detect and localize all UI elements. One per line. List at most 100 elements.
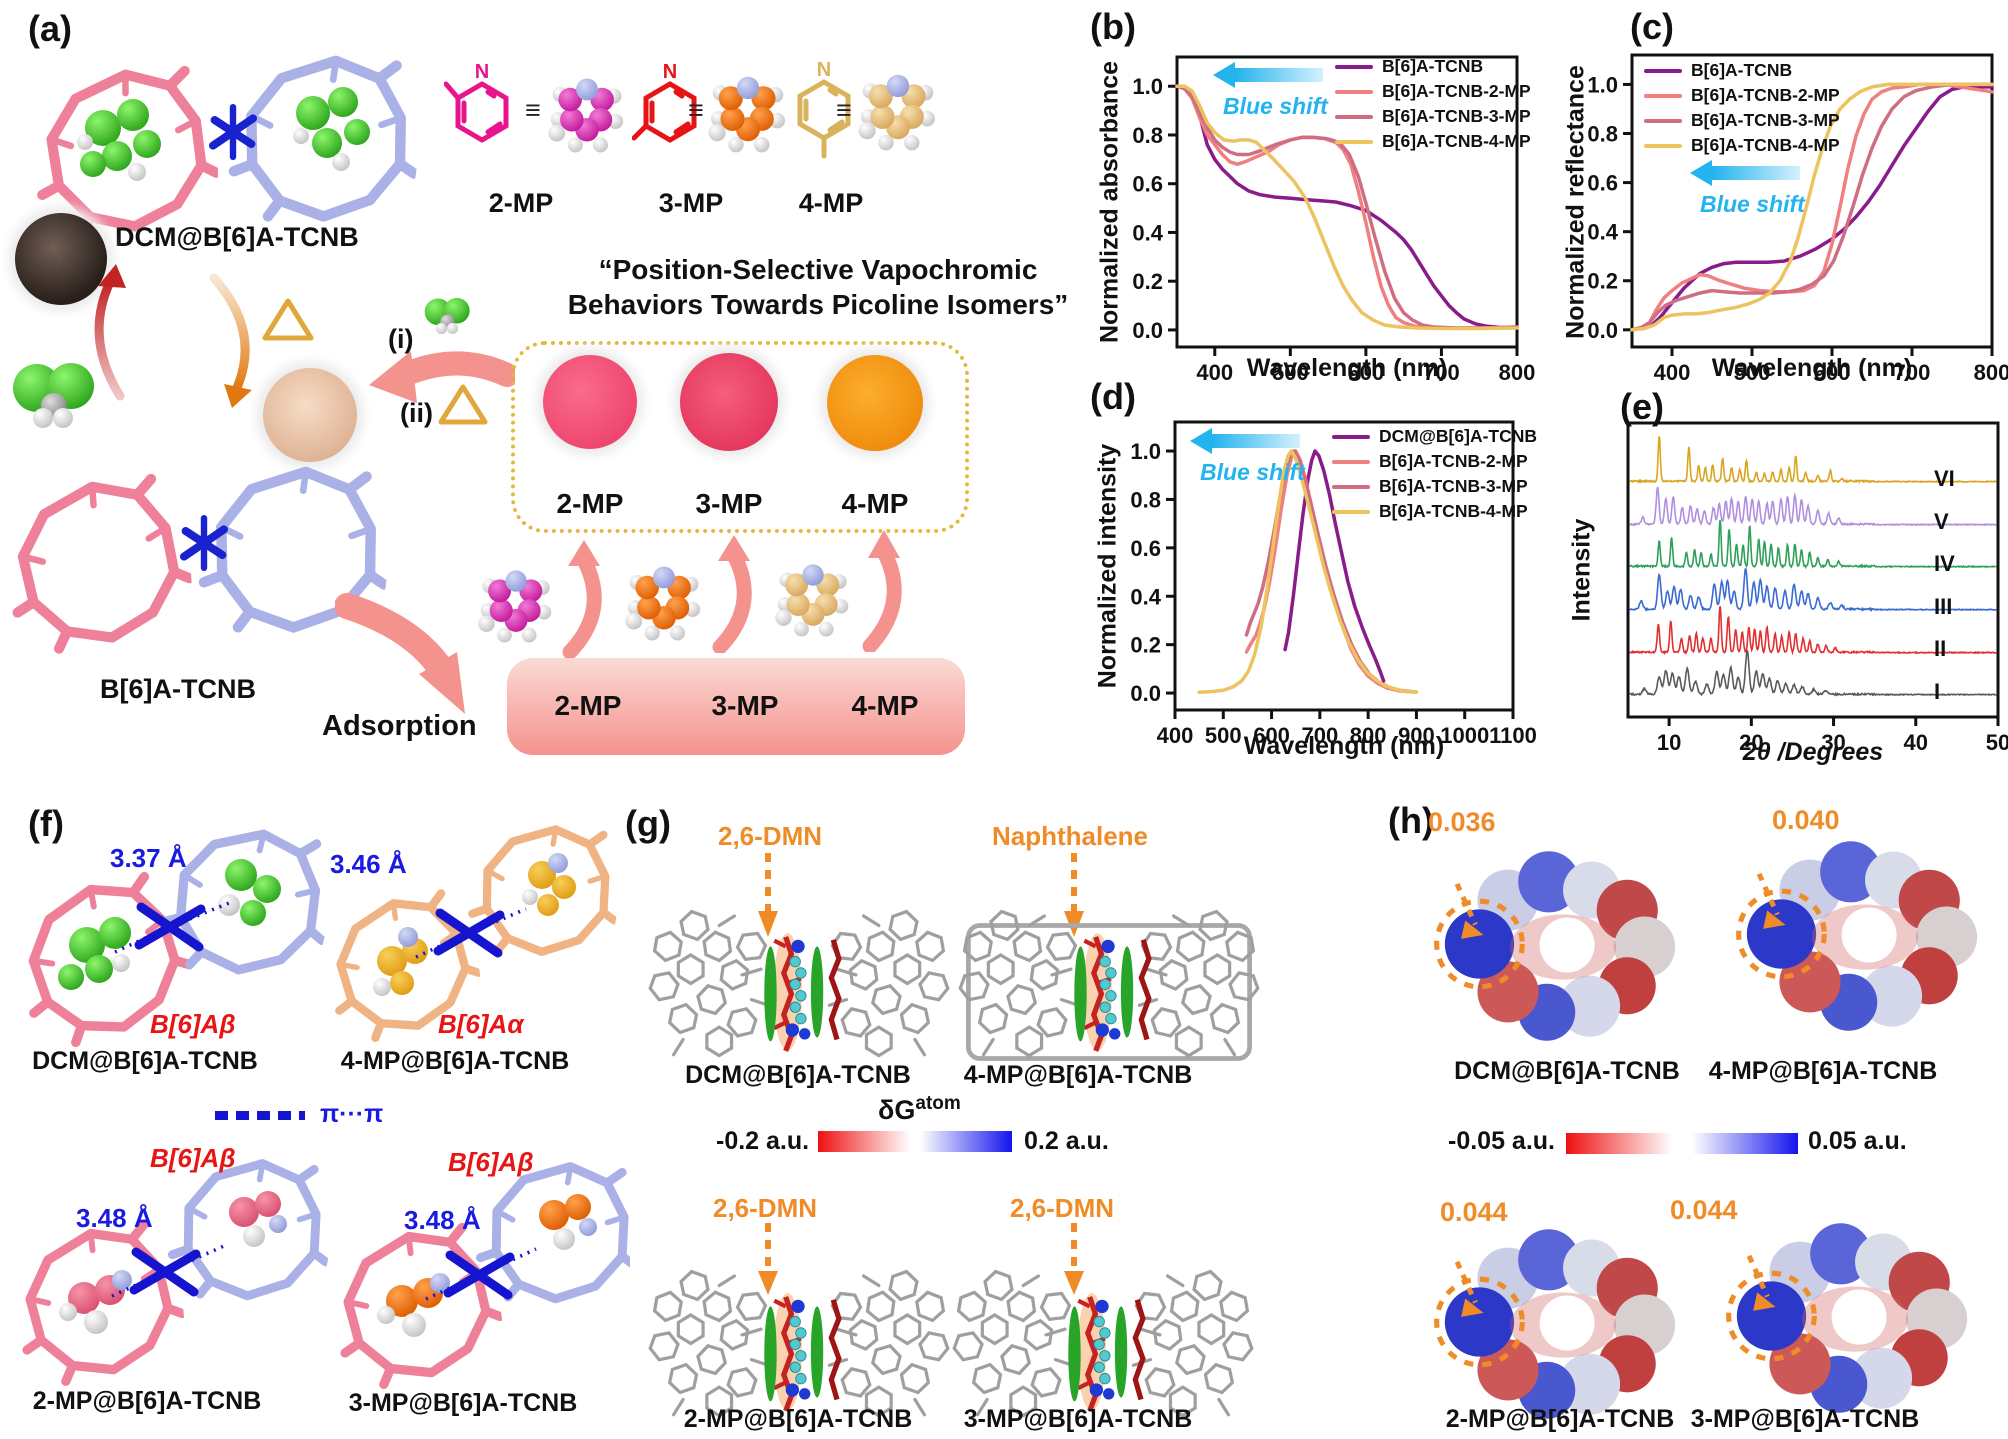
panel-h: (h) 0.036 DCM@B[6]A-TCNB 0.040 4-MP@B[6]… — [1380, 795, 2008, 1439]
dg-scale-title: δGatom — [878, 1093, 961, 1125]
legend-item: DCM@B[6]A-TCNB — [1332, 426, 1537, 447]
3mp-spacefill — [708, 76, 785, 153]
blue-shift-annotation: Blue shift — [1190, 428, 1305, 486]
svg-text:400: 400 — [1654, 360, 1691, 385]
panel-e: (e) Intensity 10 20 30 40 50 2θ /Degrees VI … — [1560, 380, 2008, 800]
svg-text:800: 800 — [1974, 360, 2008, 385]
uptake-arrow-3mp-icon — [712, 535, 752, 653]
2mp-powder-photo — [543, 355, 637, 449]
svg-text:0.6: 0.6 — [1130, 536, 1161, 561]
panel-e-label: (e) — [1620, 386, 1664, 427]
isomer-label-4mp: 4-MP — [798, 188, 864, 218]
n-atom: N — [663, 62, 677, 83]
ring-type-dcm: B[6]Aβ — [150, 1009, 236, 1039]
panel-e-xlabel: 2θ /Degrees — [1742, 738, 1884, 766]
svg-text:50: 50 — [1986, 730, 2008, 755]
svg-text:0.0: 0.0 — [1130, 681, 1161, 706]
ring-type-2mp: B[6]Aβ — [150, 1143, 236, 1173]
legend-swatch — [1335, 139, 1373, 144]
legend-swatch — [1644, 93, 1682, 98]
esp-surface-3mp — [1710, 1209, 1996, 1423]
svg-text:0.8: 0.8 — [1132, 123, 1163, 148]
adsorption-arrow-icon — [335, 593, 465, 714]
pi-pi-dash-icon — [215, 1111, 305, 1120]
svg-text:800: 800 — [1499, 360, 1536, 385]
unit-name-dcm: DCM@B[6]A-TCNB — [32, 1047, 258, 1075]
blue-shift-arrow-icon — [1213, 62, 1328, 88]
n-atom: N — [475, 62, 489, 83]
svg-text:500: 500 — [1205, 723, 1242, 748]
2mp-packing-structure — [12, 1140, 342, 1390]
4mp-packing-structure — [320, 809, 625, 1049]
emission-chart: 400 500 600 700 800 900 1000 1100 0.0 0.2 0.4 0.6 0.… — [1130, 420, 1537, 748]
equiv-2: ≡ — [688, 95, 704, 125]
absorbance-chart: 400 500 600 700 800 0.0 0.2 0.4 0.6 0.8 1.0 — [1132, 55, 1536, 385]
heating-cycle-arrow-icon — [209, 273, 252, 408]
heat-triangle2-icon — [438, 384, 488, 425]
svg-text:1.0: 1.0 — [1587, 72, 1618, 97]
svg-text:30: 30 — [1821, 730, 1845, 755]
equiv-3: ≡ — [836, 95, 852, 125]
panel-f-label: (f) — [28, 803, 64, 844]
panel-c-xlabel: Wavelength (nm) — [1711, 354, 1913, 382]
cocrystal-4mp-name: 4-MP@B[6]A-TCNB — [963, 1061, 1193, 1089]
uptake-arrow-2mp-icon — [562, 540, 602, 658]
legend-item: B[6]A-TCNB-2-MP — [1332, 451, 1537, 472]
svg-text:900: 900 — [1398, 723, 1435, 748]
legend-swatch — [1644, 118, 1682, 123]
svg-text:600: 600 — [1348, 360, 1385, 385]
quote-line2: Behaviors Towards Picoline Isomers” — [567, 289, 1069, 320]
legend-swatch — [1335, 64, 1373, 69]
pi-distance-2mp: 3.48 Å — [76, 1203, 153, 1233]
uptake-arrow-4mp-icon — [862, 530, 902, 652]
trace-label-VI: VI — [1934, 466, 1955, 491]
2mp-spacefill-bottom — [478, 570, 552, 643]
esp-value-4mp: 0.040 — [1772, 805, 1840, 835]
svg-text:0.2: 0.2 — [1130, 633, 1161, 658]
blue-shift-arrow-icon — [1690, 160, 1805, 186]
powder-label-4mp: 4-MP — [841, 488, 909, 519]
panel-a: (a) DCM@B[6]A-TCNB (i) — [0, 0, 1080, 795]
step-ii-label: (ii) — [400, 398, 433, 428]
cocrystal-3mp-name: 3-MP@B[6]A-TCNB — [963, 1405, 1193, 1433]
legend-item: B[6]A-TCNB-3-MP — [1335, 106, 1531, 127]
cocrystal-2mp-name: 2-MP@B[6]A-TCNB — [683, 1405, 913, 1433]
panel-d-legend: DCM@B[6]A-TCNB B[6]A-TCNB-2-MP B[6]A-TCN… — [1332, 426, 1537, 522]
trace-label-V: V — [1934, 509, 1949, 534]
powder-label-3mp: 3-MP — [695, 488, 763, 519]
3mp-structure: N — [632, 62, 697, 143]
3mp-powder-photo — [680, 353, 778, 451]
guest-label-dcm: 2,6-DMN — [717, 821, 822, 851]
blue-shift-text: Blue shift — [1200, 459, 1305, 485]
legend-swatch — [1644, 143, 1682, 148]
svg-text:10: 10 — [1657, 730, 1681, 755]
esp-value-dcm: 0.036 — [1428, 807, 1496, 837]
dg-colorbar-negative — [818, 1131, 910, 1152]
svg-text:1100: 1100 — [1489, 723, 1537, 748]
panel-b-xlabel: Wavelength (nm) — [1246, 354, 1448, 382]
panel-g: (g) 2,6-DMN DCM@B[6]A-TCNB Naphthalene 4… — [620, 795, 1390, 1439]
tray-label-3mp: 3-MP — [711, 690, 779, 721]
panel-f: (f) 3.37 Å B[6]Aβ DCM@B[6]A-TCNB — [0, 795, 630, 1439]
legend-item: B[6]A-TCNB — [1644, 60, 1840, 81]
esp-value-2mp: 0.044 — [1440, 1197, 1508, 1227]
guest-arrow-icon — [1064, 1223, 1084, 1295]
4mp-structure: N — [797, 60, 851, 159]
panel-c-label: (c) — [1630, 6, 1674, 47]
legend-swatch — [1335, 89, 1373, 94]
adsorption-label: Adsorption — [322, 710, 477, 742]
equiv-1: ≡ — [525, 95, 541, 125]
ring-type-3mp: B[6]Aβ — [448, 1147, 534, 1177]
legend-swatch — [1332, 459, 1370, 464]
powder-set-box — [511, 341, 969, 533]
panel-d: (d) Normalized intensity 400 500 600 700 800… — [1080, 370, 1640, 790]
svg-text:0.2: 0.2 — [1132, 269, 1163, 294]
dcm-packing-structure — [15, 817, 335, 1049]
2mp-spacefill — [548, 78, 624, 153]
esp-colorbar-positive — [1692, 1133, 1798, 1154]
guest-arrow-icon — [758, 853, 778, 937]
svg-text:0.4: 0.4 — [1587, 220, 1618, 245]
guest-label-2mp: 2,6-DMN — [712, 1193, 817, 1223]
pi-distance-4mp: 3.46 Å — [330, 849, 407, 879]
svg-text:700: 700 — [1894, 360, 1931, 385]
